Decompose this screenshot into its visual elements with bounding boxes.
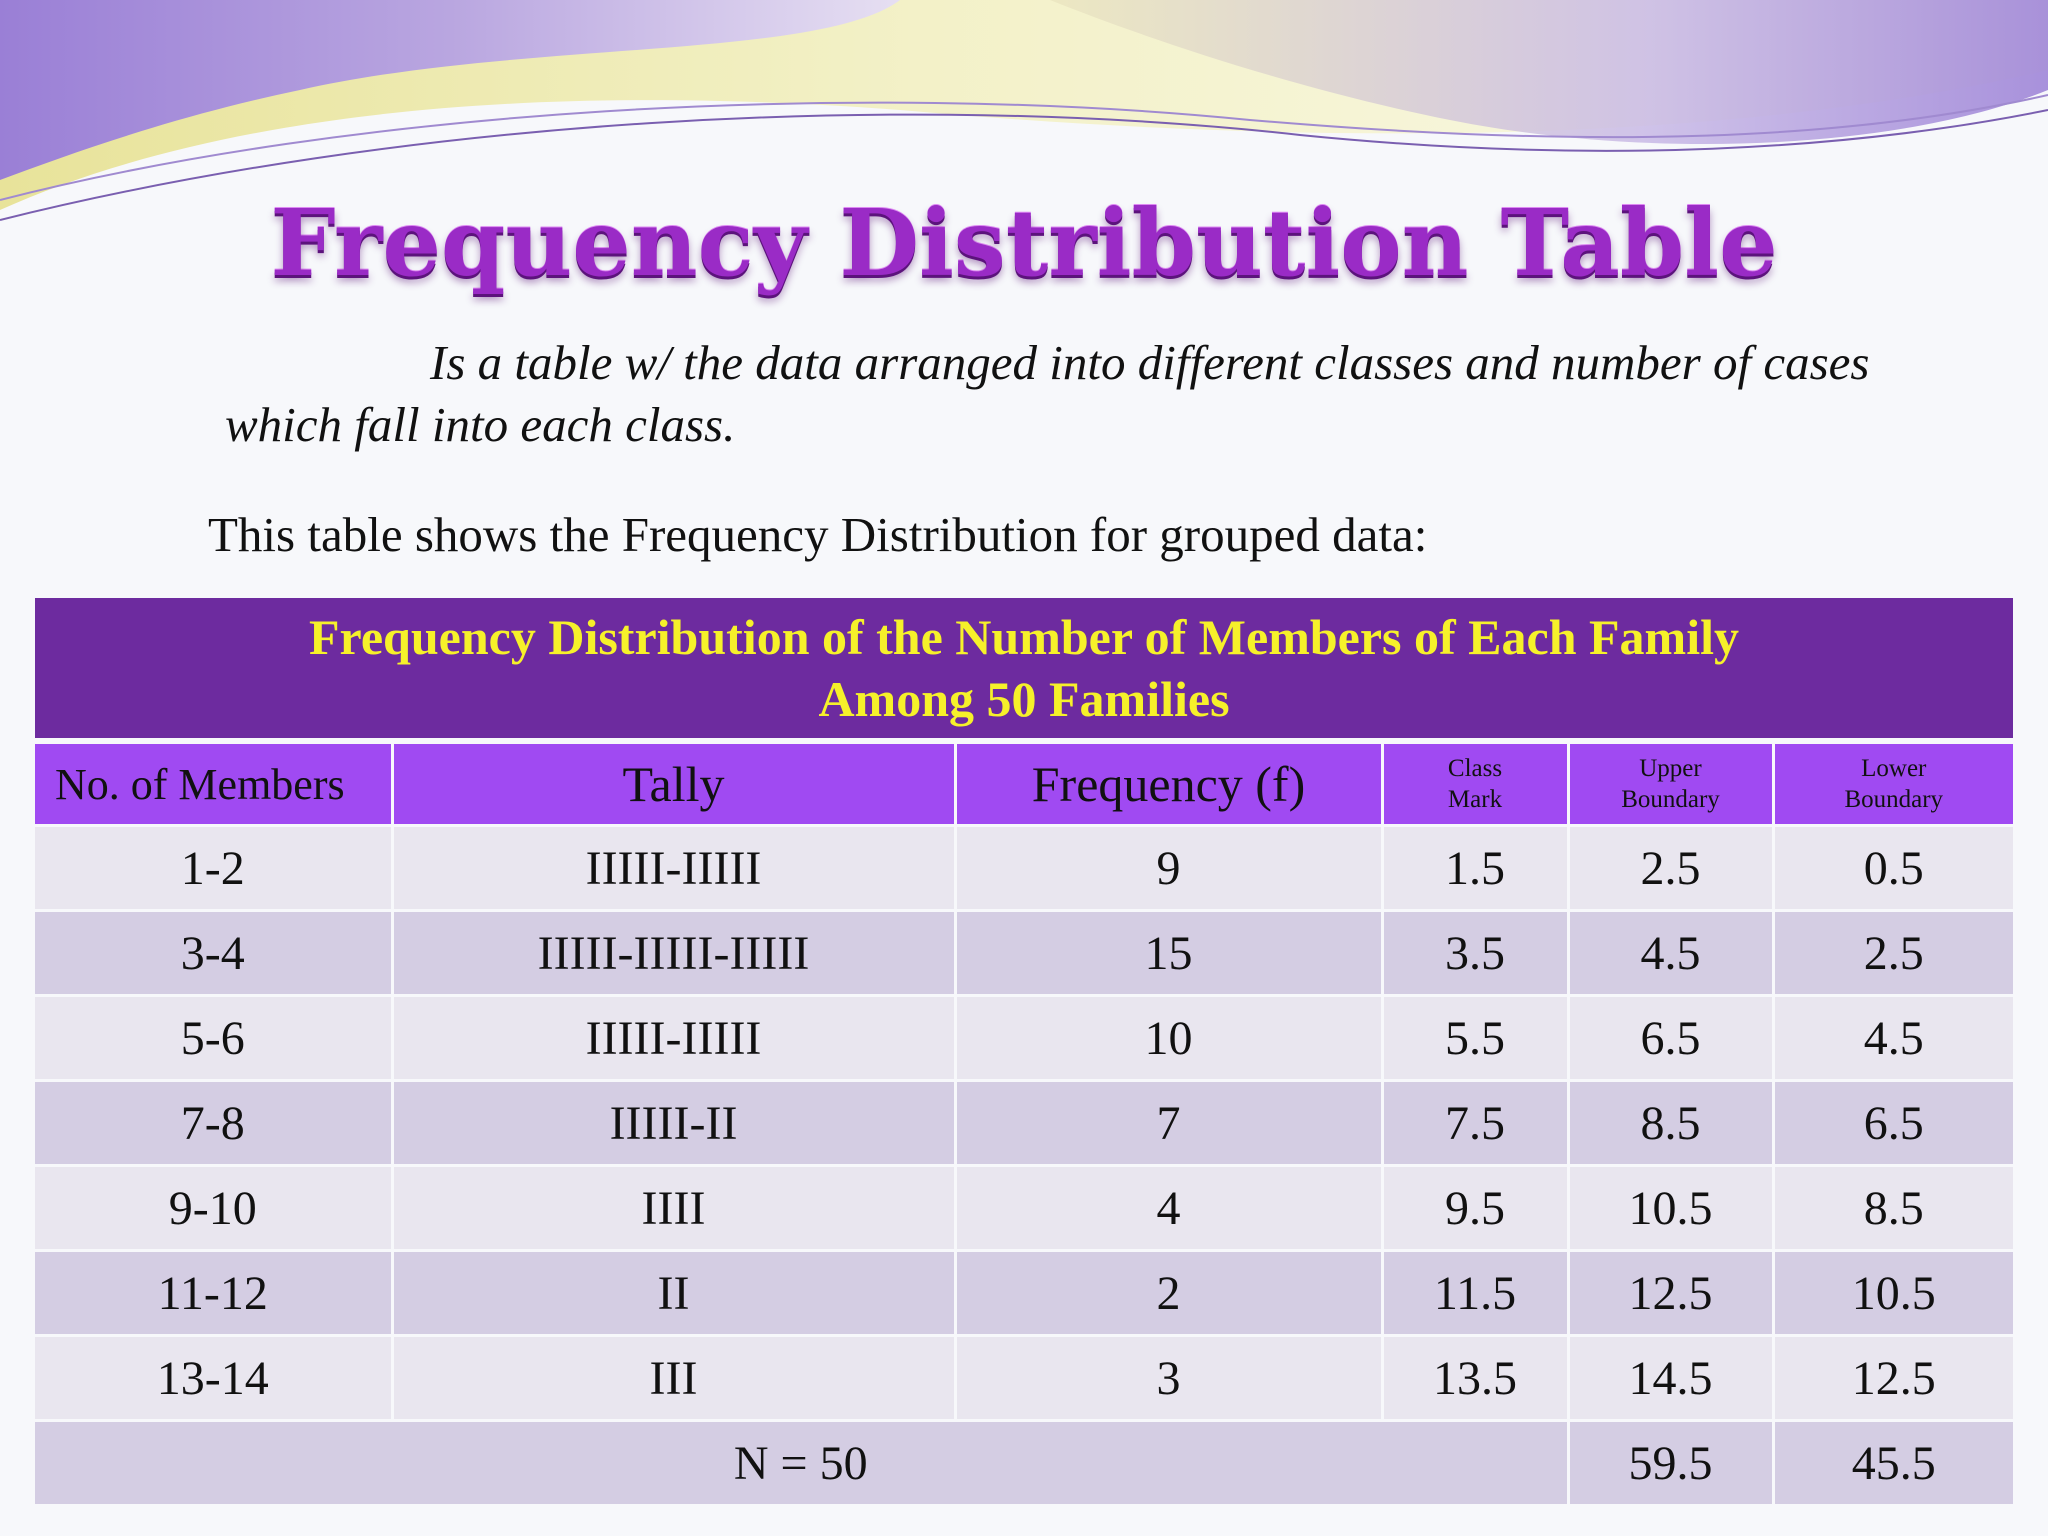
- header-lower-line-2: Boundary: [1844, 786, 1944, 813]
- cell-upper-boundary: 6.5: [1568, 995, 1775, 1082]
- wave-purple-left: [0, 0, 900, 180]
- cell-members: 7-8: [35, 1080, 394, 1167]
- cell-members: 1-2: [35, 825, 394, 912]
- cell-members: 3-4: [35, 910, 394, 997]
- cell-lower-boundary: 4.5: [1773, 995, 2013, 1082]
- cell-lower-boundary: 0.5: [1773, 825, 2013, 912]
- table-caption-line-1: Frequency Distribution of the Number of …: [309, 609, 1739, 665]
- cell-members: 13-14: [35, 1335, 394, 1422]
- wave-purple-right: [1050, 0, 2048, 144]
- cell-members: 5-6: [35, 995, 394, 1082]
- cell-tally: IIIII-II: [392, 1080, 957, 1167]
- header-frequency: Frequency (f): [955, 741, 1384, 827]
- cell-members: 9-10: [35, 1165, 394, 1252]
- cell-tally: II: [392, 1250, 957, 1337]
- table-row: 9-10 IIII 4 9.5 10.5 8.5: [35, 1165, 2013, 1252]
- table-row: 5-6 IIIII-IIIII 10 5.5 6.5 4.5: [35, 995, 2013, 1082]
- cell-total-label: N = 50: [35, 1420, 1570, 1507]
- cell-tally: IIIII-IIIII: [392, 995, 957, 1082]
- cell-lower-boundary: 8.5: [1773, 1165, 2013, 1252]
- header-class-mark: Class Mark: [1382, 741, 1570, 827]
- cell-lower-boundary: 2.5: [1773, 910, 2013, 997]
- cell-tally: IIII: [392, 1165, 957, 1252]
- table-header-row: No. of Members Tally Frequency (f) Class…: [35, 741, 2013, 827]
- cell-total-upper: 59.5: [1568, 1420, 1775, 1507]
- table-row: 13-14 III 3 13.5 14.5 12.5: [35, 1335, 2013, 1422]
- header-upper-line-1: Upper: [1639, 755, 1702, 782]
- header-members: No. of Members: [35, 741, 394, 827]
- cell-class-mark: 9.5: [1382, 1165, 1570, 1252]
- cell-tally: IIIII-IIIII-IIIII: [392, 910, 957, 997]
- header-upper-line-2: Boundary: [1621, 786, 1720, 813]
- cell-members: 11-12: [35, 1250, 394, 1337]
- cell-class-mark: 11.5: [1382, 1250, 1570, 1337]
- cell-frequency: 9: [955, 825, 1384, 912]
- header-tally: Tally: [392, 741, 957, 827]
- cell-upper-boundary: 4.5: [1568, 910, 1775, 997]
- wave-line-2: [0, 94, 2048, 201]
- cell-upper-boundary: 12.5: [1568, 1250, 1775, 1337]
- cell-lower-boundary: 6.5: [1773, 1080, 2013, 1167]
- cell-class-mark: 13.5: [1382, 1335, 1570, 1422]
- cell-frequency: 7: [955, 1080, 1384, 1167]
- table-caption: Frequency Distribution of the Number of …: [35, 598, 2013, 744]
- header-lower-boundary: Lower Boundary: [1773, 741, 2013, 827]
- header-upper-boundary: Upper Boundary: [1568, 741, 1775, 827]
- cell-lower-boundary: 12.5: [1773, 1335, 2013, 1422]
- cell-frequency: 4: [955, 1165, 1384, 1252]
- intro-text: This table shows the Frequency Distribut…: [208, 507, 1428, 562]
- cell-lower-boundary: 10.5: [1773, 1250, 2013, 1337]
- cell-upper-boundary: 2.5: [1568, 825, 1775, 912]
- cell-frequency: 2: [955, 1250, 1384, 1337]
- frequency-distribution-table: Frequency Distribution of the Number of …: [35, 598, 2013, 1507]
- cell-class-mark: 7.5: [1382, 1080, 1570, 1167]
- cell-upper-boundary: 8.5: [1568, 1080, 1775, 1167]
- slide-title: Frequency Distribution Table: [270, 189, 1778, 297]
- cell-frequency: 3: [955, 1335, 1384, 1422]
- header-class-mark-line-2: Mark: [1447, 786, 1503, 813]
- table-row: 3-4 IIIII-IIIII-IIIII 15 3.5 4.5 2.5: [35, 910, 2013, 997]
- cell-frequency: 15: [955, 910, 1384, 997]
- cell-class-mark: 1.5: [1382, 825, 1570, 912]
- table-row: 7-8 IIIII-II 7 7.5 8.5 6.5: [35, 1080, 2013, 1167]
- table-row: 11-12 II 2 11.5 12.5 10.5: [35, 1250, 2013, 1337]
- header-wave-decoration: [0, 0, 2048, 221]
- frequency-table-container: Frequency Distribution of the Number of …: [35, 598, 2013, 1507]
- cell-tally: III: [392, 1335, 957, 1422]
- table-total-row: N = 50 59.5 45.5: [35, 1420, 2013, 1507]
- cell-class-mark: 5.5: [1382, 995, 1570, 1082]
- cell-class-mark: 3.5: [1382, 910, 1570, 997]
- header-lower-line-1: Lower: [1861, 755, 1927, 782]
- cell-frequency: 10: [955, 995, 1384, 1082]
- header-class-mark-line-1: Class: [1447, 755, 1503, 782]
- cell-upper-boundary: 14.5: [1568, 1335, 1775, 1422]
- wave-line-1: [0, 109, 2048, 221]
- definition-text: Is a table w/ the data arranged into dif…: [225, 335, 1870, 452]
- table-caption-row: Frequency Distribution of the Number of …: [35, 598, 2013, 744]
- cell-total-lower: 45.5: [1773, 1420, 2013, 1507]
- cell-upper-boundary: 10.5: [1568, 1165, 1775, 1252]
- table-caption-line-2: Among 50 Families: [818, 671, 1230, 727]
- cell-tally: IIIII-IIIII: [392, 825, 957, 912]
- table-row: 1-2 IIIII-IIIII 9 1.5 2.5 0.5: [35, 825, 2013, 912]
